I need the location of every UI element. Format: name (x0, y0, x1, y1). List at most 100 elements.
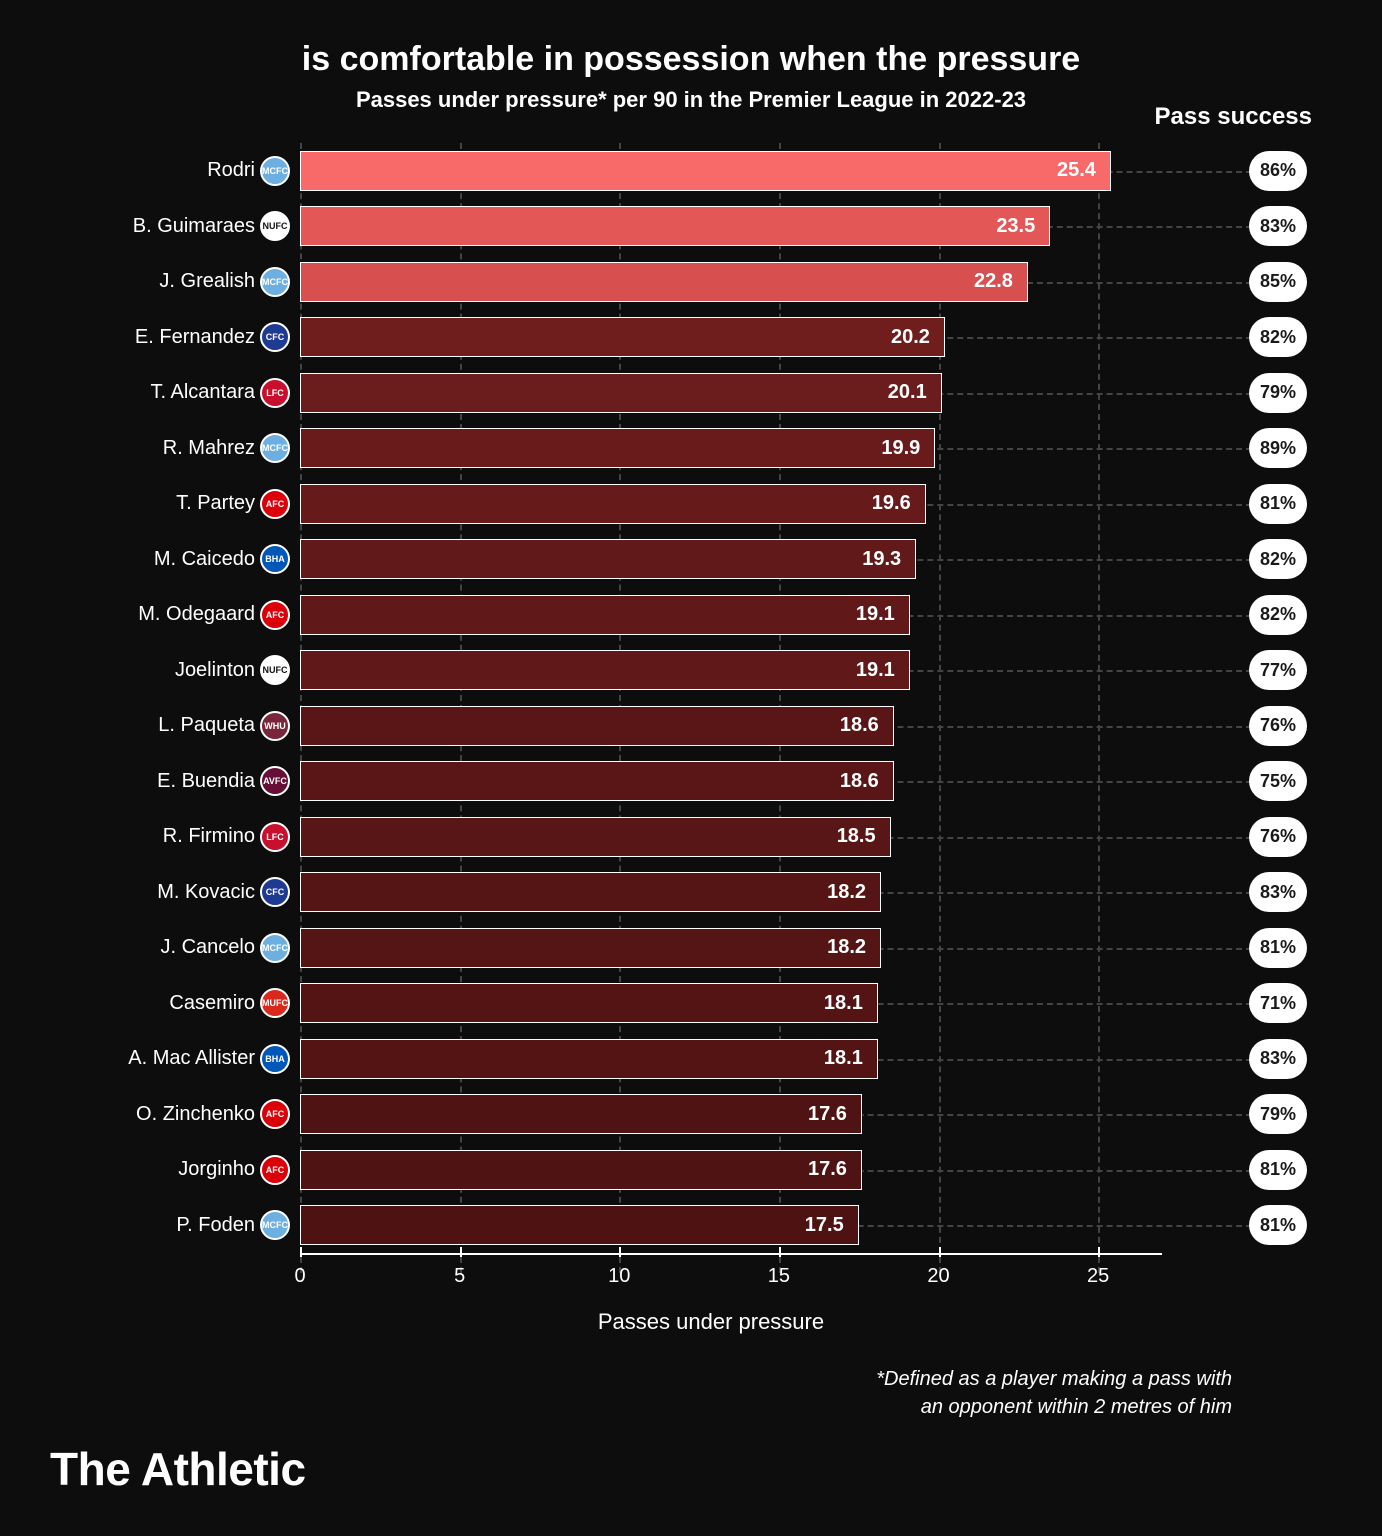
x-tick (619, 1247, 621, 1257)
footnote: *Defined as a player making a pass with … (60, 1365, 1232, 1421)
pass-success-pill: 83% (1249, 1039, 1307, 1079)
x-axis: 0510152025 (300, 1253, 1162, 1293)
pass-success-pill: 79% (1249, 1094, 1307, 1134)
bar-row: JoelintonNUFC19.177% (300, 643, 1162, 699)
pass-success-pill: 79% (1249, 373, 1307, 413)
bar-row: T. AlcantaraLFC20.179% (300, 365, 1162, 421)
player-name: R. Firmino (60, 825, 255, 848)
bar: 23.5 (300, 206, 1050, 246)
bar-value: 18.1 (824, 992, 863, 1015)
player-name: O. Zinchenko (60, 1103, 255, 1126)
bar-row: B. GuimaraesNUFC23.583% (300, 199, 1162, 255)
pass-success-pill: 81% (1249, 484, 1307, 524)
pass-success-pill: 83% (1249, 872, 1307, 912)
pass-success-header: Pass success (1155, 103, 1312, 131)
pass-success-pill: 81% (1249, 1205, 1307, 1245)
player-name: J. Cancelo (60, 936, 255, 959)
bar: 17.6 (300, 1094, 862, 1134)
bar-row: J. CanceloMCFC18.281% (300, 920, 1162, 976)
bar-row: L. PaquetaWHU18.676% (300, 698, 1162, 754)
x-tick-label: 0 (294, 1265, 305, 1288)
x-tick (460, 1247, 462, 1257)
bar-value: 19.1 (856, 659, 895, 682)
pass-success-pill: 77% (1249, 650, 1307, 690)
x-tick (1098, 1247, 1100, 1257)
bar: 19.1 (300, 650, 910, 690)
bar-value: 19.9 (881, 437, 920, 460)
team-badge-icon: BHA (260, 544, 290, 574)
team-badge-icon: MCFC (260, 433, 290, 463)
team-badge-icon: AFC (260, 1155, 290, 1185)
x-tick-label: 25 (1087, 1265, 1109, 1288)
bar-value: 25.4 (1057, 159, 1096, 182)
pass-success-pill: 86% (1249, 151, 1307, 191)
bar-row: T. ParteyAFC19.681% (300, 476, 1162, 532)
chart-container: is comfortable in possession when the pr… (0, 0, 1382, 1536)
bar-row: J. GrealishMCFC22.885% (300, 254, 1162, 310)
pass-success-pill: 83% (1249, 206, 1307, 246)
bar-value: 23.5 (996, 215, 1035, 238)
bar-track: 22.8 (300, 262, 1162, 302)
bar-row: M. CaicedoBHA19.382% (300, 532, 1162, 588)
bar: 18.5 (300, 817, 891, 857)
team-badge-icon: AFC (260, 489, 290, 519)
bar-value: 18.6 (840, 770, 879, 793)
team-badge-icon: CFC (260, 322, 290, 352)
bar-value: 22.8 (974, 270, 1013, 293)
bar-rows: RodriMCFC25.486%B. GuimaraesNUFC23.583%J… (300, 143, 1162, 1253)
bar: 19.3 (300, 539, 916, 579)
bar-value: 19.6 (872, 492, 911, 515)
pass-success-pill: 71% (1249, 983, 1307, 1023)
bar-row: P. FodenMCFC17.581% (300, 1198, 1162, 1254)
brand-logo: The Athletic (50, 1442, 306, 1496)
bar-track: 19.1 (300, 650, 1162, 690)
x-tick-label: 5 (454, 1265, 465, 1288)
x-axis-title: Passes under pressure (100, 1309, 1322, 1335)
bar-value: 19.1 (856, 603, 895, 626)
player-name: M. Kovacic (60, 881, 255, 904)
team-badge-icon: MCFC (260, 267, 290, 297)
team-badge-icon: BHA (260, 1044, 290, 1074)
bar: 20.2 (300, 317, 945, 357)
bar-track: 19.3 (300, 539, 1162, 579)
bar-value: 18.2 (827, 936, 866, 959)
player-name: Casemiro (60, 992, 255, 1015)
bar-row: R. FirminoLFC18.576% (300, 809, 1162, 865)
bar: 19.6 (300, 484, 926, 524)
player-name: J. Grealish (60, 270, 255, 293)
x-tick-label: 10 (608, 1265, 630, 1288)
pass-success-pill: 82% (1249, 317, 1307, 357)
bar: 17.5 (300, 1205, 859, 1245)
bar-track: 18.5 (300, 817, 1162, 857)
bar-track: 23.5 (300, 206, 1162, 246)
bar-track: 18.6 (300, 761, 1162, 801)
bar: 25.4 (300, 151, 1111, 191)
x-tick-label: 15 (768, 1265, 790, 1288)
team-badge-icon: MUFC (260, 988, 290, 1018)
bar-track: 17.6 (300, 1150, 1162, 1190)
player-name: Rodri (60, 159, 255, 182)
footnote-line-1: *Defined as a player making a pass with (876, 1368, 1232, 1390)
pass-success-pill: 81% (1249, 1150, 1307, 1190)
bar: 20.1 (300, 373, 942, 413)
bar-track: 20.2 (300, 317, 1162, 357)
player-name: M. Caicedo (60, 548, 255, 571)
bar-track: 18.6 (300, 706, 1162, 746)
bar-track: 20.1 (300, 373, 1162, 413)
team-badge-icon: LFC (260, 822, 290, 852)
bar: 19.1 (300, 595, 910, 635)
player-name: E. Fernandez (60, 326, 255, 349)
team-badge-icon: MCFC (260, 156, 290, 186)
bar-row: M. OdegaardAFC19.182% (300, 587, 1162, 643)
bar-row: A. Mac AllisterBHA18.183% (300, 1031, 1162, 1087)
bar: 18.6 (300, 761, 894, 801)
bar-row: E. FernandezCFC20.282% (300, 310, 1162, 366)
bar-track: 19.1 (300, 595, 1162, 635)
bar: 22.8 (300, 262, 1028, 302)
bar-value: 17.6 (808, 1158, 847, 1181)
bar-row: E. BuendiaAVFC18.675% (300, 754, 1162, 810)
player-name: E. Buendia (60, 770, 255, 793)
bar-track: 17.5 (300, 1205, 1162, 1245)
x-tick (300, 1247, 302, 1257)
team-badge-icon: WHU (260, 711, 290, 741)
